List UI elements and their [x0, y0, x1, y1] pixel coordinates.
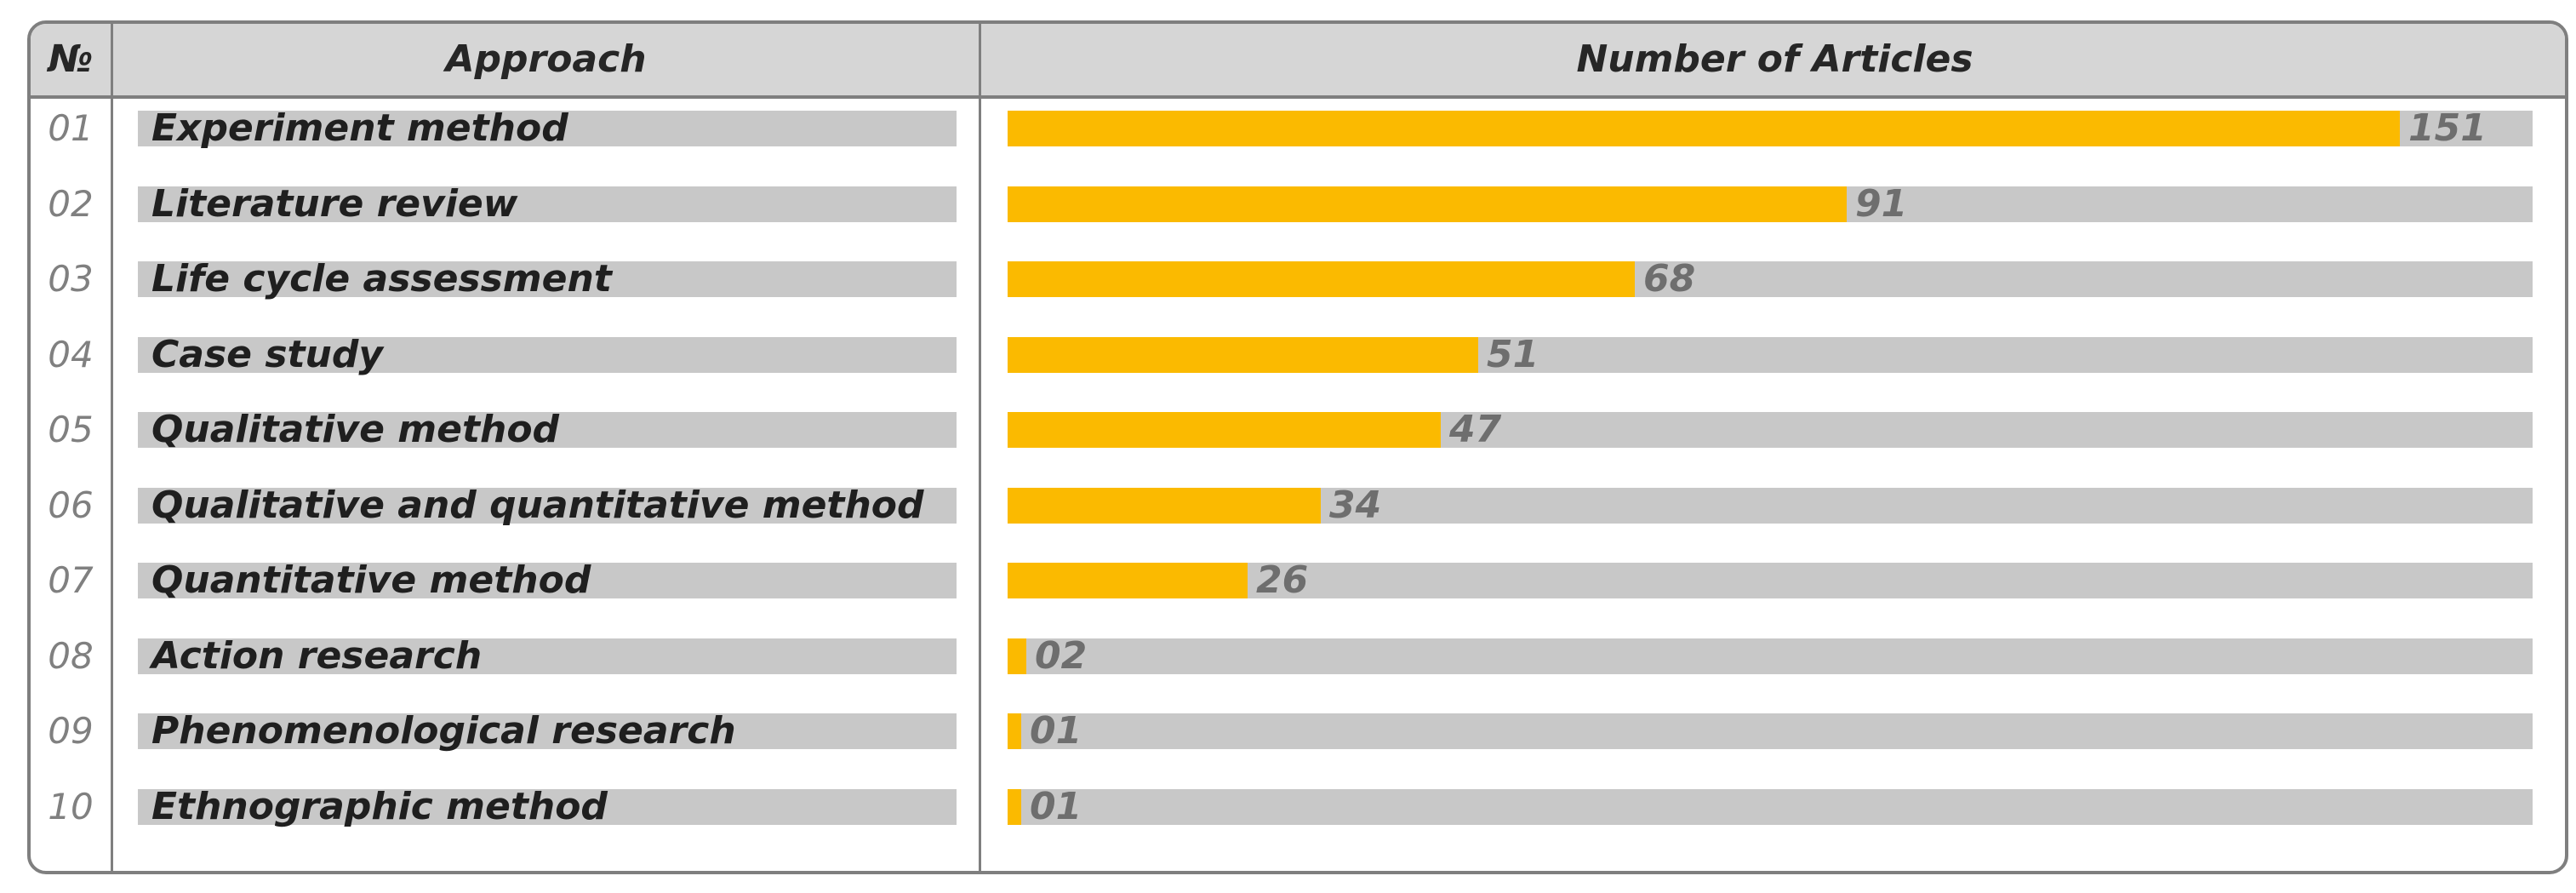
approach-label: Ethnographic method — [151, 785, 608, 828]
row-number: 09 — [48, 710, 94, 752]
bar-track — [1008, 638, 2533, 674]
row-number: 10 — [48, 786, 94, 827]
header-approach: Approach — [445, 37, 647, 81]
column-divider-approach — [979, 24, 981, 871]
bar — [1008, 186, 1847, 222]
bar — [1008, 412, 1441, 448]
header-number: № — [48, 37, 94, 81]
bar — [1008, 261, 1635, 297]
bar-value-label: 02 — [1035, 634, 1088, 678]
bar — [1008, 111, 2400, 146]
approach-label-background — [138, 563, 957, 598]
bar-value-label: 151 — [2408, 106, 2487, 150]
bar — [1008, 638, 1026, 674]
approach-label: Quantitative method — [151, 558, 591, 602]
chart-table: № Approach Number of Articles 01 Experime… — [27, 20, 2568, 874]
bar-track — [1008, 789, 2533, 825]
bar-value-label: 26 — [1256, 558, 1309, 602]
header-number-of-articles: Number of Articles — [1576, 37, 1973, 81]
bar-track — [1008, 563, 2533, 598]
row-number: 02 — [48, 183, 94, 225]
bar — [1008, 563, 1248, 598]
approach-label-background — [138, 337, 957, 373]
bar-value-label: 01 — [1030, 785, 1082, 828]
approach-label: Action research — [151, 634, 483, 678]
bar-value-label: 91 — [1855, 182, 1908, 226]
bar-value-label: 47 — [1449, 408, 1502, 451]
row-number: 05 — [48, 409, 94, 450]
approach-label: Case study — [151, 333, 384, 376]
column-divider-number — [111, 99, 113, 871]
approach-label-background — [138, 713, 957, 749]
approach-label-background — [138, 186, 957, 222]
approach-label: Literature review — [151, 182, 518, 226]
table-header: № Approach Number of Articles — [31, 24, 2565, 99]
bar-value-label: 51 — [1487, 333, 1539, 376]
bar-value-label: 68 — [1643, 257, 1696, 301]
row-number: 08 — [48, 635, 94, 677]
approach-label: Life cycle assessment — [151, 257, 612, 301]
bar-value-label: 01 — [1030, 709, 1082, 753]
bar — [1008, 713, 1021, 749]
bar — [1008, 789, 1021, 825]
approach-label: Phenomenological research — [151, 709, 736, 753]
row-number: 01 — [48, 107, 94, 149]
row-number: 04 — [48, 334, 94, 375]
bar — [1008, 488, 1321, 524]
row-number: 03 — [48, 258, 94, 300]
approach-label-background — [138, 488, 957, 524]
header-divider — [111, 24, 113, 99]
approach-label: Experiment method — [151, 106, 568, 150]
approach-label: Qualitative method — [151, 408, 560, 451]
approach-label-background — [138, 412, 957, 448]
bar-value-label: 34 — [1329, 484, 1382, 527]
approach-label-background — [138, 261, 957, 297]
row-number: 07 — [48, 559, 94, 601]
approach-label-background — [138, 638, 957, 674]
bar — [1008, 337, 1478, 373]
bar-track — [1008, 713, 2533, 749]
approach-label-background — [138, 789, 957, 825]
row-number: 06 — [48, 484, 94, 526]
approach-label: Qualitative and quantitative method — [151, 484, 924, 527]
approach-label-background — [138, 111, 957, 146]
